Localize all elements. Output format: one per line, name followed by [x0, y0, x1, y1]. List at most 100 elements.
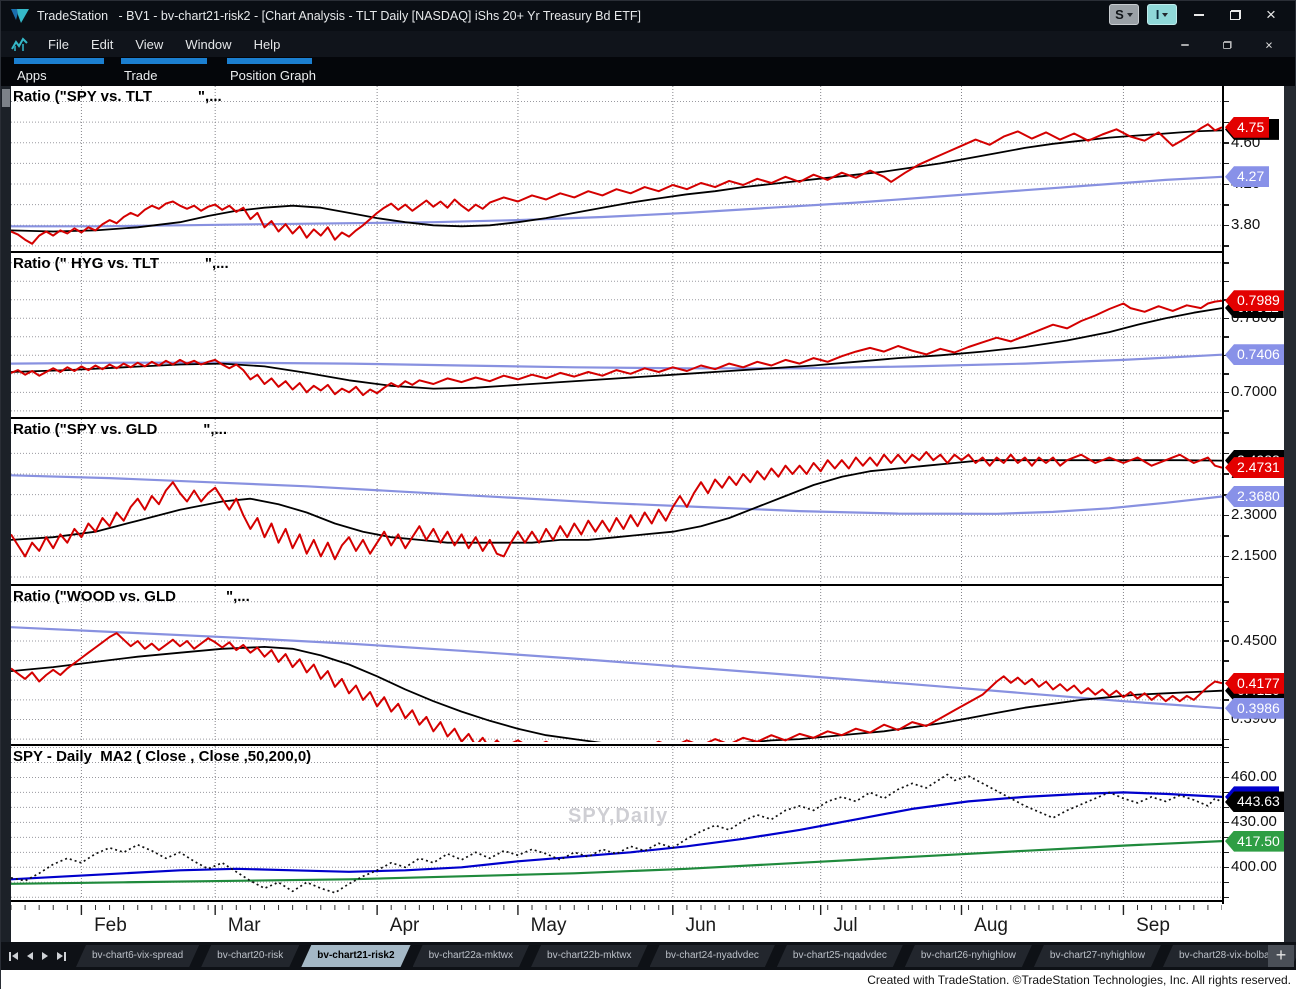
- window-title: TradeStation - BV1 - bv-chart21-risk2 - …: [37, 9, 642, 23]
- month-label-feb: Feb: [94, 915, 127, 936]
- menu-item-view[interactable]: View: [135, 36, 164, 52]
- first-tab-button[interactable]: [9, 951, 18, 961]
- axis-tick: [1224, 640, 1229, 642]
- menu-item-edit[interactable]: Edit: [90, 36, 114, 52]
- child-close-button[interactable]: ×: [1259, 38, 1280, 53]
- workspace-tab-bv-chart20-risk[interactable]: bv-chart20-risk: [201, 945, 299, 967]
- add-workspace-button[interactable]: +: [1268, 945, 1294, 967]
- axis-tick: [1224, 224, 1229, 227]
- style-dropdown-button[interactable]: S: [1109, 4, 1139, 25]
- month-label-sep: Sep: [1136, 915, 1170, 936]
- axis-tick: [1224, 142, 1229, 144]
- axis-tick: [1224, 410, 1229, 412]
- axis-tick: [1224, 121, 1229, 124]
- last-tab-button[interactable]: [57, 951, 66, 961]
- child-minimize-button[interactable]: [1175, 38, 1196, 53]
- app-tab-label: Trade: [124, 68, 158, 83]
- panel-title: Ratio ("SPY vs. GLD ",...: [13, 421, 227, 438]
- status-bar: Created with TradeStation. ©TradeStation…: [1, 970, 1296, 989]
- axis-tick: [1224, 660, 1229, 662]
- chart-app-icon: [11, 37, 28, 51]
- panel-title: Ratio ("WOOD vs. GLD ",...: [13, 588, 250, 605]
- restore-button[interactable]: [1221, 5, 1249, 25]
- chevron-down-icon: [1126, 12, 1133, 17]
- close-button[interactable]: ×: [1257, 5, 1285, 25]
- axis-tick: [1224, 576, 1229, 579]
- menu-item-file[interactable]: File: [48, 36, 69, 52]
- series-ratio: [11, 299, 1222, 397]
- axis-tick: [1224, 601, 1229, 603]
- chevron-down-icon: [1162, 12, 1169, 17]
- month-label-apr: Apr: [389, 915, 420, 936]
- time-axis[interactable]: Feb Mar Apr May Jun Jul Aug Sep: [10, 904, 1223, 942]
- axis-tick: [1224, 821, 1229, 824]
- workspace-tab-bv-chart22b-mktwx[interactable]: bv-chart22b-mktwx: [531, 945, 647, 967]
- app-tab-position-graph[interactable]: Position Graph: [227, 58, 318, 83]
- chart-panel-3[interactable]: Ratio ("SPY vs. GLD ",...: [11, 419, 1222, 586]
- left-gutter: [1, 86, 11, 942]
- app-tab-underline: [14, 58, 104, 64]
- menu-item-window[interactable]: Window: [185, 36, 232, 52]
- panel-title: Ratio ("SPY vs. TLT ",...: [13, 88, 222, 105]
- workspace-tab-bv-chart27-nyhighlow[interactable]: bv-chart27-nyhighlow: [1034, 945, 1161, 967]
- app-tab-trade[interactable]: Trade: [121, 58, 207, 83]
- month-label-mar: Mar: [227, 915, 261, 936]
- child-restore-button[interactable]: [1217, 38, 1238, 53]
- series-ma-long: [11, 626, 1222, 710]
- close-icon: ×: [1266, 5, 1276, 24]
- axis-tick: [1224, 866, 1229, 869]
- series-ma-short: [11, 646, 1222, 742]
- workspace-tab-bv-chart21-risk2[interactable]: bv-chart21-risk2: [301, 945, 410, 967]
- minimize-icon: [1194, 13, 1204, 16]
- price-flag: 0.4177: [1225, 672, 1285, 694]
- chart-panel-5[interactable]: SPY,Daily SPY - Daily MA2 ( Close , Close…: [11, 746, 1222, 902]
- menu-item-help[interactable]: Help: [253, 36, 281, 52]
- axis-tick: [1224, 738, 1229, 741]
- axis-tick-label: 2.3000: [1231, 506, 1277, 524]
- chart-panel-1[interactable]: Ratio ("SPY vs. TLT ",...: [11, 86, 1222, 253]
- axis-tick-label: 430.00: [1231, 813, 1277, 831]
- workspace-tab-bv-chart24-nyadvdec[interactable]: bv-chart24-nyadvdec: [650, 945, 775, 967]
- panel-title: SPY - Daily MA2 ( Close , Close ,50,200,…: [13, 748, 312, 765]
- axis-tick: [1224, 262, 1229, 264]
- price-flag: 2.3680: [1225, 486, 1285, 507]
- workspace-tab-bv-chart28-vix-bolbands[interactable]: bv-chart28-vix-bolbands: [1163, 945, 1296, 967]
- axis-tick: [1224, 555, 1229, 558]
- tradestation-logo-icon: [11, 9, 29, 23]
- chart-panel-4[interactable]: Ratio ("WOOD vs. GLD ",...: [11, 586, 1222, 746]
- month-label-aug: Aug: [974, 915, 1008, 936]
- workspace-tab-bv-chart6-vix-spread[interactable]: bv-chart6-vix-spread: [76, 945, 199, 967]
- chart-panel-2[interactable]: Ratio (" HYG vs. TLT ",...: [11, 253, 1222, 419]
- chart-analysis-area: Ratio ("SPY vs. TLT ",... Ratio (" HYG vs…: [1, 86, 1296, 942]
- axis-tick: [1224, 535, 1229, 537]
- axis-tick: [1224, 336, 1229, 338]
- splitter-handle[interactable]: [2, 89, 10, 107]
- workspace-tab-bv-chart26-nyhighlow[interactable]: bv-chart26-nyhighlow: [905, 945, 1032, 967]
- axis-tick: [1224, 851, 1229, 854]
- price-flag: 0.7406: [1225, 344, 1285, 366]
- workspace-tab-bar: bv-chart6-vix-spread bv-chart20-risk bv-ch…: [1, 942, 1296, 970]
- price-flag: 4.27: [1225, 166, 1270, 188]
- series-ratio: [11, 451, 1222, 561]
- axis-tick: [1224, 183, 1229, 185]
- price-flag: 0.7989: [1225, 290, 1285, 312]
- axis-tick: [1224, 746, 1229, 749]
- axis-tick: [1224, 791, 1229, 794]
- workspace-tab-bv-chart22a-mktwx[interactable]: bv-chart22a-mktwx: [413, 945, 529, 967]
- previous-tab-button[interactable]: [27, 952, 33, 960]
- workspace-tab-bv-chart25-nqadvdec[interactable]: bv-chart25-nqadvdec: [777, 945, 903, 967]
- minimize-button[interactable]: [1185, 5, 1213, 25]
- series-ratio: [11, 123, 1222, 245]
- chart-panels: Ratio ("SPY vs. TLT ",... Ratio (" HYG vs…: [11, 86, 1222, 902]
- price-axis[interactable]: 4.604.203.804.754.270.78000.74000.70000.…: [1222, 86, 1285, 904]
- axis-tick: [1224, 699, 1229, 701]
- title-bar[interactable]: TradeStation - BV1 - bv-chart21-risk2 - …: [1, 1, 1295, 31]
- interval-dropdown-button[interactable]: I: [1147, 4, 1177, 25]
- axis-tick: [1224, 373, 1229, 375]
- axis-tick: [1224, 391, 1229, 394]
- series-ma-long: [11, 175, 1222, 228]
- app-tab-apps[interactable]: Apps: [14, 58, 104, 83]
- series-ma50: [11, 791, 1222, 881]
- next-tab-button[interactable]: [42, 952, 48, 960]
